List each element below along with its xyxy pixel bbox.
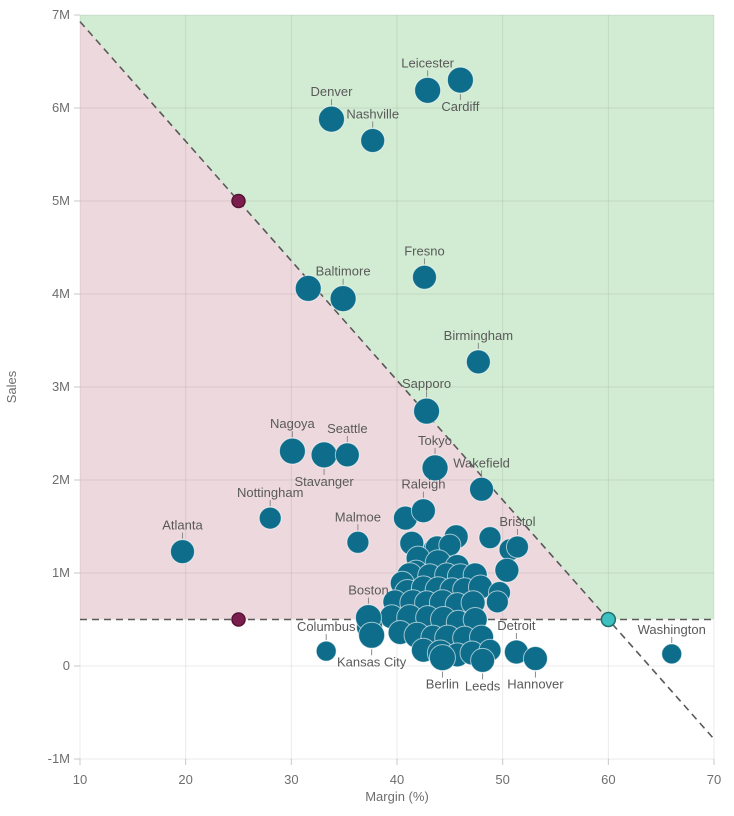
data-point-stavanger[interactable] [310, 441, 338, 469]
point-label: Hannover [507, 677, 564, 692]
point-label: Bristol [499, 514, 535, 529]
cyan-reference-handle[interactable] [600, 611, 617, 628]
y-tick-label: 4M [52, 286, 70, 301]
x-axis-title: Margin (%) [365, 789, 429, 804]
data-point-berlin[interactable] [428, 644, 456, 672]
point-label: Atlanta [162, 518, 203, 533]
data-point-seattle[interactable] [334, 442, 360, 468]
data-point[interactable] [478, 526, 502, 550]
point-label: Nottingham [237, 485, 303, 500]
data-point-cardiff[interactable] [446, 66, 474, 94]
data-point[interactable] [494, 557, 520, 583]
x-tick-label: 20 [178, 772, 192, 787]
data-point-birmingham[interactable] [465, 349, 491, 375]
maroon-reference-handle[interactable] [231, 612, 246, 627]
point-label: Columbus [297, 619, 356, 634]
maroon-reference-handle[interactable] [231, 193, 246, 209]
y-tick-label: 2M [52, 472, 70, 487]
data-point-atlanta[interactable] [169, 539, 195, 565]
y-tick-label: 0 [63, 658, 70, 673]
point-label: Birmingham [444, 328, 513, 343]
data-point-columbus[interactable] [315, 640, 337, 662]
data-point-baltimore[interactable] [329, 285, 357, 313]
data-point-hannover[interactable] [522, 646, 548, 672]
x-tick-label: 40 [390, 772, 404, 787]
point-label: Cardiff [441, 99, 479, 114]
y-tick-label: 1M [52, 565, 70, 580]
point-label: Denver [311, 84, 354, 99]
point-label: Detroit [497, 618, 536, 633]
data-point-raleigh[interactable] [410, 498, 436, 524]
point-label: Boston [348, 583, 388, 598]
point-label: Baltimore [316, 264, 371, 279]
y-tick-label: -1M [48, 751, 70, 766]
data-point-leicester[interactable] [414, 76, 442, 104]
y-tick-label: 5M [52, 193, 70, 208]
x-tick-label: 50 [495, 772, 509, 787]
x-tick-label: 10 [73, 772, 87, 787]
point-label: Sapporo [402, 376, 451, 391]
point-label: Malmoe [335, 509, 381, 524]
point-label: Berlin [426, 677, 459, 692]
point-label: Leicester [401, 55, 454, 70]
x-tick-label: 60 [601, 772, 615, 787]
point-label: Raleigh [401, 477, 445, 492]
point-label: Leeds [465, 678, 501, 693]
data-point-washington[interactable] [661, 643, 683, 665]
data-point[interactable] [294, 274, 322, 302]
data-point-kansas-city[interactable] [358, 621, 386, 649]
y-tick-label: 7M [52, 7, 70, 22]
data-point[interactable] [485, 590, 509, 614]
point-label: Seattle [327, 421, 367, 436]
data-point-sapporo[interactable] [413, 397, 441, 425]
point-label: Kansas City [337, 654, 407, 669]
data-point-denver[interactable] [317, 105, 345, 133]
point-label: Stavanger [294, 474, 354, 489]
point-label: Washington [638, 622, 706, 637]
data-point-bristol[interactable] [505, 535, 529, 559]
region-above-target [80, 15, 714, 620]
data-point-nashville[interactable] [360, 128, 386, 154]
x-tick-label: 30 [284, 772, 298, 787]
data-point-tokyo[interactable] [421, 454, 449, 482]
y-axis-title: Sales [4, 370, 19, 403]
data-point-nagoya[interactable] [278, 437, 306, 465]
point-label: Wakefield [453, 455, 510, 470]
data-point-malmoe[interactable] [346, 530, 370, 554]
point-label: Tokyo [418, 433, 452, 448]
y-tick-label: 3M [52, 379, 70, 394]
y-tick-label: 6M [52, 100, 70, 115]
point-label: Nagoya [270, 416, 316, 431]
data-point-fresno[interactable] [411, 264, 437, 290]
data-point-wakefield[interactable] [469, 476, 495, 502]
point-label: Nashville [346, 107, 399, 122]
point-label: Fresno [404, 243, 444, 258]
x-tick-label: 70 [707, 772, 721, 787]
data-point-leeds[interactable] [470, 647, 496, 673]
data-point-nottingham[interactable] [258, 506, 282, 530]
